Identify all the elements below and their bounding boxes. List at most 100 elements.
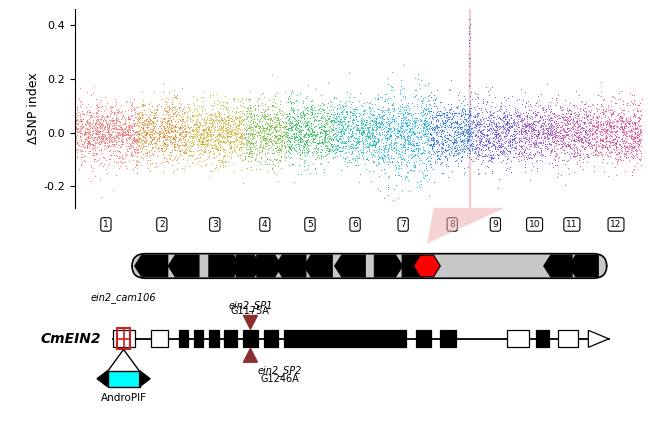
Point <box>116 159 126 166</box>
Point <box>134 112 145 119</box>
Point <box>237 131 247 139</box>
Point <box>545 130 555 137</box>
Point <box>321 120 331 127</box>
Point <box>562 124 572 131</box>
Point <box>134 135 145 142</box>
Point <box>533 97 544 104</box>
Point <box>123 129 133 136</box>
Point <box>415 156 426 163</box>
Point <box>247 135 257 143</box>
Point <box>390 138 400 145</box>
Point <box>329 114 339 122</box>
Point <box>147 143 157 151</box>
Point <box>128 122 139 130</box>
Point <box>426 140 436 147</box>
Point <box>611 139 621 147</box>
Point <box>255 135 266 142</box>
Point <box>176 152 186 159</box>
Point <box>172 111 182 118</box>
Point <box>636 135 646 142</box>
Point <box>489 121 500 128</box>
Point <box>529 126 539 133</box>
Point <box>172 105 182 112</box>
Point <box>415 115 425 122</box>
Point <box>213 138 224 145</box>
Point <box>161 145 171 152</box>
Point <box>572 130 583 137</box>
Point <box>337 118 347 125</box>
Point <box>407 122 417 130</box>
Point <box>395 126 406 133</box>
Point <box>485 110 496 118</box>
Point <box>605 139 615 146</box>
Point <box>276 137 286 144</box>
Point <box>246 139 256 146</box>
Point <box>603 120 614 127</box>
Point <box>570 119 581 127</box>
Point <box>254 124 264 131</box>
Point <box>214 129 224 136</box>
Point <box>174 111 184 118</box>
Point <box>594 135 605 142</box>
Point <box>538 116 548 123</box>
Point <box>560 134 570 141</box>
Point <box>492 184 503 191</box>
Point <box>609 121 619 128</box>
Point <box>581 113 591 120</box>
Point <box>505 131 516 138</box>
Point <box>148 135 159 142</box>
Point <box>619 124 629 131</box>
Point <box>93 133 103 140</box>
Point <box>300 131 310 138</box>
Point <box>229 148 239 155</box>
Point <box>375 131 385 139</box>
Point <box>110 129 121 136</box>
Point <box>341 109 351 116</box>
Point <box>564 106 575 113</box>
Point <box>516 127 526 134</box>
Point <box>557 110 567 117</box>
Point <box>231 131 241 138</box>
Point <box>275 145 285 152</box>
Point <box>411 86 421 93</box>
Point <box>169 134 179 141</box>
Point <box>441 153 451 160</box>
Point <box>516 128 526 135</box>
Point <box>80 128 90 135</box>
Point <box>295 134 305 141</box>
Point <box>511 153 521 160</box>
Point <box>520 127 530 135</box>
Point <box>385 94 395 101</box>
Point <box>551 124 561 131</box>
Point <box>168 93 179 101</box>
Point <box>546 119 557 126</box>
Point <box>403 145 413 152</box>
Point <box>137 110 147 118</box>
Point <box>374 136 384 143</box>
Point <box>481 138 492 145</box>
Point <box>360 143 370 151</box>
Point <box>553 128 563 135</box>
Point <box>631 145 641 152</box>
Point <box>307 110 317 117</box>
Point <box>373 156 383 163</box>
Point <box>524 128 534 135</box>
Point <box>483 139 493 146</box>
Point <box>420 138 430 145</box>
Point <box>261 115 272 122</box>
Point <box>200 118 211 126</box>
Point <box>98 124 109 131</box>
Point <box>167 104 178 111</box>
Point <box>583 126 594 133</box>
Point <box>175 147 185 154</box>
Point <box>296 123 307 131</box>
Point <box>588 131 599 138</box>
Point <box>235 130 245 137</box>
Point <box>401 108 411 115</box>
Point <box>584 125 594 132</box>
Point <box>566 144 576 151</box>
Point <box>102 113 113 120</box>
Point <box>504 148 515 155</box>
Point <box>319 148 330 156</box>
Point <box>289 132 299 139</box>
